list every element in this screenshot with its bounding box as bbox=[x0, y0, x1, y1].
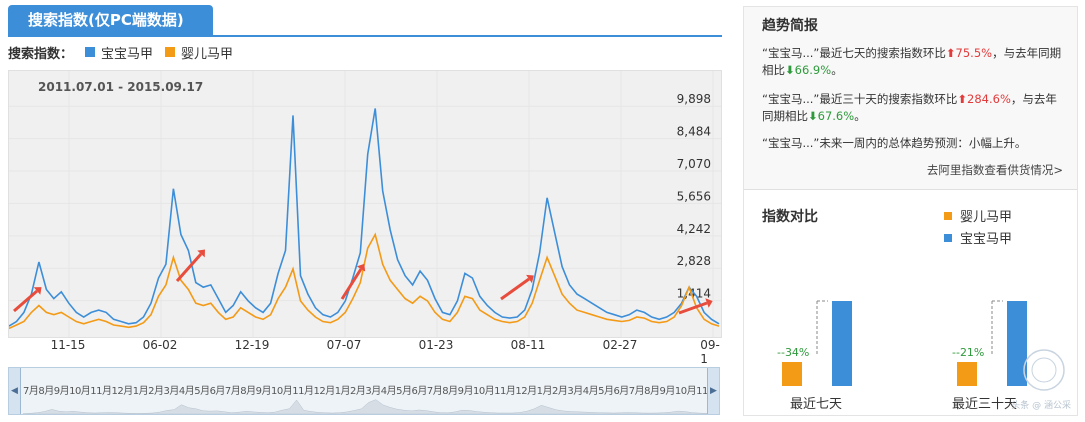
legend-item-baby-vest[interactable]: 宝宝马甲 bbox=[85, 43, 153, 62]
compare-pct-2: --21% bbox=[952, 346, 985, 359]
y-tick-label: 8,484 bbox=[677, 125, 711, 139]
annotation-arrow bbox=[340, 268, 363, 300]
compare-bar-infant bbox=[782, 362, 802, 386]
timeline-scroller[interactable]: ◀ 7月8月9月10月11月12月1月2月3月4月5月6月7月8月9月10月11… bbox=[8, 367, 720, 415]
x-tick-label: 02-27 bbox=[602, 338, 638, 352]
x-tick-label: 09-1 bbox=[700, 338, 720, 366]
summary-down-value: 67.6% bbox=[817, 109, 855, 123]
watermark-text: 头条 @ 涵公采 bbox=[1011, 401, 1071, 411]
summary-seven-days: “宝宝马...”最近七天的搜索指数环比⬆75.5%，与去年同期相比⬇66.9%。 bbox=[762, 45, 1067, 79]
annotation-arrow bbox=[678, 301, 708, 315]
y-tick-label: 9,898 bbox=[677, 92, 711, 106]
summary-thirty-days: “宝宝马...”最近三十天的搜索指数环比⬆284.6%，与去年同期相比⬇67.6… bbox=[762, 91, 1067, 125]
search-index-tab[interactable]: 搜索指数(仅PC端数据) bbox=[8, 5, 213, 35]
summary-down-value: 66.9% bbox=[794, 63, 832, 77]
compare-swatch-orange bbox=[944, 211, 952, 220]
summary-text: 。 bbox=[831, 63, 843, 77]
arrow-up-icon: ⬆ bbox=[945, 46, 956, 60]
compare-legend-label: 婴儿马甲 bbox=[960, 210, 1013, 225]
summary-text: 。 bbox=[854, 109, 866, 123]
arrow-down-icon: ⬇ bbox=[808, 109, 818, 123]
compare-pct-1: --34% bbox=[777, 346, 810, 359]
y-tick-label: 5,656 bbox=[677, 189, 711, 203]
compare-bar-chart bbox=[782, 300, 1065, 391]
legend-label: 搜索指数： bbox=[8, 46, 74, 62]
x-tick-label: 07-07 bbox=[326, 338, 362, 352]
x-tick-label: 01-23 bbox=[418, 338, 454, 352]
legend-swatch-blue bbox=[85, 47, 96, 57]
summary-text: “宝宝马...”最近七天的搜索指数环比 bbox=[762, 46, 946, 60]
x-tick-label: 06-02 bbox=[142, 338, 178, 352]
watermark-circle bbox=[1031, 357, 1057, 383]
x-tick-label: 08-11 bbox=[510, 338, 546, 352]
summary-text: “宝宝马...”最近三十天的搜索指数环比 bbox=[762, 92, 958, 106]
summary-text: ，与去年同期相比 bbox=[762, 46, 1062, 77]
annotation-arrow-head bbox=[705, 298, 713, 308]
annotation-arrow-head bbox=[33, 287, 42, 295]
summary-up-value: 75.5% bbox=[955, 46, 993, 60]
compare-bar-baby bbox=[832, 301, 852, 386]
scroller-month-strip: 7月8月9月10月11月12月1月2月3月4月5月6月7月8月9月10月11月1… bbox=[23, 386, 707, 396]
compare-swatch-blue bbox=[944, 233, 952, 242]
scroll-left-button[interactable]: ◀ bbox=[9, 368, 21, 414]
y-tick-label: 7,070 bbox=[677, 157, 711, 171]
y-tick-label: 2,828 bbox=[677, 254, 711, 268]
legend-swatch-orange bbox=[165, 47, 176, 57]
tab-underline bbox=[8, 35, 722, 37]
x-tick-label: 12-19 bbox=[234, 338, 270, 352]
date-range-label: 2011.07.01 - 2015.09.17 bbox=[38, 80, 204, 94]
trend-summary-panel: 趋势简报 “宝宝马...”最近七天的搜索指数环比⬆75.5%，与去年同期相比⬇6… bbox=[743, 6, 1078, 416]
trend-chart[interactable]: 9,898 8,484 7,070 5,656 4,242 2,828 1,414 bbox=[8, 70, 722, 338]
arrow-up-icon: ⬆ bbox=[957, 92, 968, 106]
series-line-baby-vest bbox=[9, 108, 720, 327]
summary-up-value: 284.6% bbox=[967, 92, 1011, 106]
annotation-arrow bbox=[500, 277, 530, 301]
summary-forecast: “宝宝马...”未来一周内的总体趋势预测：小幅上升。 bbox=[762, 136, 1027, 150]
legend-item-label: 宝宝马甲 bbox=[101, 46, 154, 62]
x-axis-labels: 11-15 06-02 12-19 07-07 01-23 08-11 02-27 09-1 bbox=[8, 338, 722, 366]
legend-item-label: 婴儿马甲 bbox=[181, 46, 234, 62]
watermark-logo bbox=[1023, 349, 1065, 391]
chart-legend: 搜索指数： 宝宝马甲 婴儿马甲 bbox=[8, 42, 233, 62]
watermark-circle bbox=[1023, 349, 1065, 391]
compare-group-label-1: 最近七天 bbox=[790, 397, 843, 412]
compare-group-label-2: 最近三十天 bbox=[952, 397, 1018, 412]
ali-index-link[interactable]: 去阿里指数查看供货情况> bbox=[926, 163, 1063, 177]
compare-legend-baby: 宝宝马甲 bbox=[944, 228, 1012, 247]
annotation-arrow bbox=[175, 253, 203, 282]
arrow-down-icon: ⬇ bbox=[785, 63, 795, 77]
compare-bar-infant bbox=[957, 362, 977, 386]
compare-legend-label: 宝宝马甲 bbox=[960, 232, 1013, 247]
annotation-arrow-head bbox=[356, 263, 366, 272]
scroll-right-button[interactable]: ▶ bbox=[707, 368, 719, 414]
legend-item-infant-vest[interactable]: 婴儿马甲 bbox=[165, 43, 233, 62]
y-tick-label: 4,242 bbox=[677, 222, 711, 236]
summary-text: ，与去年同期相比 bbox=[762, 92, 1057, 123]
annotation-arrow-head bbox=[197, 249, 205, 258]
summary-title: 趋势简报 bbox=[762, 18, 818, 34]
compare-legend-infant: 婴儿马甲 bbox=[944, 206, 1012, 225]
panel-divider bbox=[744, 189, 1077, 190]
annotation-arrow bbox=[13, 289, 38, 313]
scroller-mini-trend bbox=[23, 399, 707, 414]
compare-title: 指数对比 bbox=[762, 209, 818, 225]
index-compare-section: 指数对比 婴儿马甲 宝宝马甲 --34% --21% bbox=[744, 190, 1077, 415]
annotation-arrow-head bbox=[526, 274, 534, 284]
x-tick-label: 11-15 bbox=[50, 338, 86, 352]
compare-bar-baby bbox=[1007, 301, 1027, 386]
